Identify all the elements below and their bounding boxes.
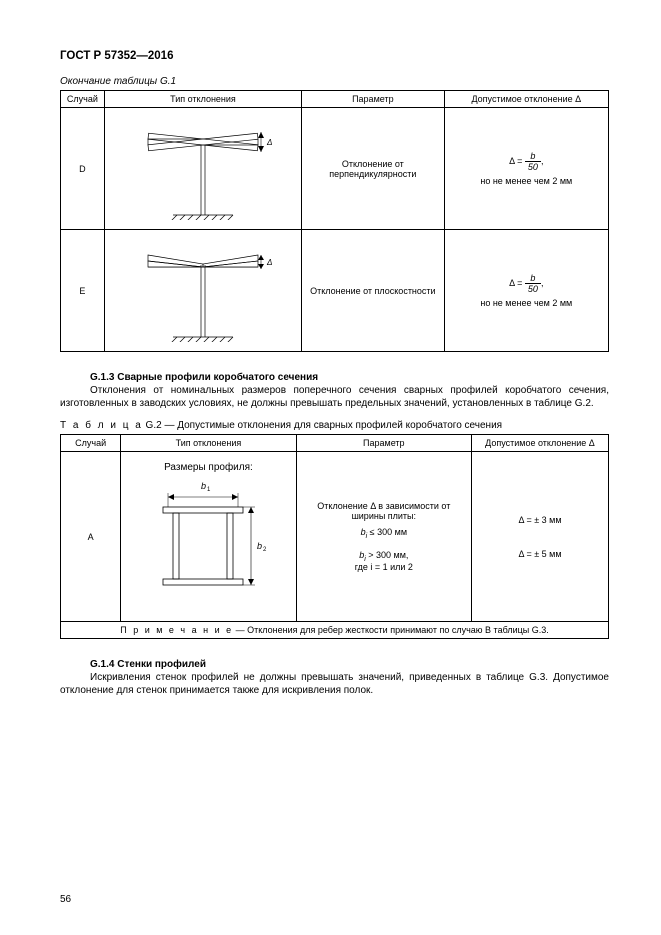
svg-text:b: b <box>201 481 206 491</box>
th-type: Тип отклонения <box>104 91 301 108</box>
table-g1: Случай Тип отклонения Параметр Допустимо… <box>60 90 609 352</box>
case-e: E <box>61 230 105 352</box>
param-d: Отклонение от перпендикулярности <box>302 108 444 230</box>
g2-diagram-a: Размеры профиля: b1 <box>121 452 296 622</box>
param-a-l1: Отклонение Δ в зависимости от ширины пли… <box>301 501 467 521</box>
table-g2: Случай Тип отклонения Параметр Допустимо… <box>60 434 609 639</box>
case-d: D <box>61 108 105 230</box>
g2-th-param: Параметр <box>296 435 471 452</box>
th-case: Случай <box>61 91 105 108</box>
svg-text:Δ: Δ <box>266 258 272 267</box>
diagram-e: Δ <box>104 230 301 352</box>
g2-th-type: Тип отклонения <box>121 435 296 452</box>
param-e: Отклонение от плоскостности <box>302 230 444 352</box>
g2-case-a: A <box>61 452 121 622</box>
g2-param-a: Отклонение Δ в зависимости от ширины пли… <box>296 452 471 622</box>
section-g13-heading: G.1.3 Сварные профили коробчатого сечени… <box>60 372 609 383</box>
th-tol: Допустимое отклонение Δ <box>444 91 608 108</box>
table-g1-continuation: Окончание таблицы G.1 <box>60 76 609 87</box>
caption-prefix: Т а б л и ц а <box>60 420 143 431</box>
standard-code: ГОСТ Р 57352—2016 <box>60 50 609 62</box>
frac-num-e: b <box>525 273 541 284</box>
section-g14-heading: G.1.4 Стенки профилей <box>60 659 609 670</box>
frac-den: 50 <box>525 162 541 172</box>
svg-text:Δ: Δ <box>266 138 272 147</box>
param-a-l4: где i = 1 или 2 <box>301 562 467 572</box>
frac-num: b <box>525 151 541 162</box>
th-param: Параметр <box>302 91 444 108</box>
caption-rest: G.2 — Допустимые отклонения для сварных … <box>143 420 502 431</box>
tol-a-2: Δ = ± 5 мм <box>476 549 604 559</box>
cond-e: но не менее чем 2 мм <box>449 298 604 308</box>
g2-th-case: Случай <box>61 435 121 452</box>
page-number: 56 <box>60 894 71 905</box>
g2-th-tol: Допустимое отклонение Δ <box>471 435 608 452</box>
section-g14-text: Искривления стенок профилей не должны пр… <box>60 672 609 697</box>
diagram-d: Δ <box>104 108 301 230</box>
note-text: — Отклонения для ребер жесткости принима… <box>233 625 549 635</box>
frac-tail: , <box>541 156 544 166</box>
svg-text:2: 2 <box>263 547 267 553</box>
tol-d: Δ = b50, но не менее чем 2 мм <box>444 108 608 230</box>
svg-text:b: b <box>257 541 262 551</box>
table-g2-caption: Т а б л и ц а G.2 — Допустимые отклонени… <box>60 420 609 431</box>
tol-a-1: Δ = ± 3 мм <box>476 515 604 525</box>
delta-eq-e: Δ = <box>509 278 522 288</box>
cond-d: но не менее чем 2 мм <box>449 176 604 186</box>
profile-dims-label: Размеры профиля: <box>125 462 291 473</box>
g2-note: П р и м е ч а н и е — Отклонения для реб… <box>61 622 609 639</box>
frac-tail-e: , <box>541 278 544 288</box>
frac-den-e: 50 <box>525 284 541 294</box>
delta-eq: Δ = <box>509 156 522 166</box>
section-g13-text: Отклонения от номинальных размеров попер… <box>60 385 609 410</box>
g2-tol-a: Δ = ± 3 мм Δ = ± 5 мм <box>471 452 608 622</box>
note-prefix: П р и м е ч а н и е <box>120 625 233 635</box>
svg-text:1: 1 <box>207 487 211 493</box>
tol-e: Δ = b50, но не менее чем 2 мм <box>444 230 608 352</box>
